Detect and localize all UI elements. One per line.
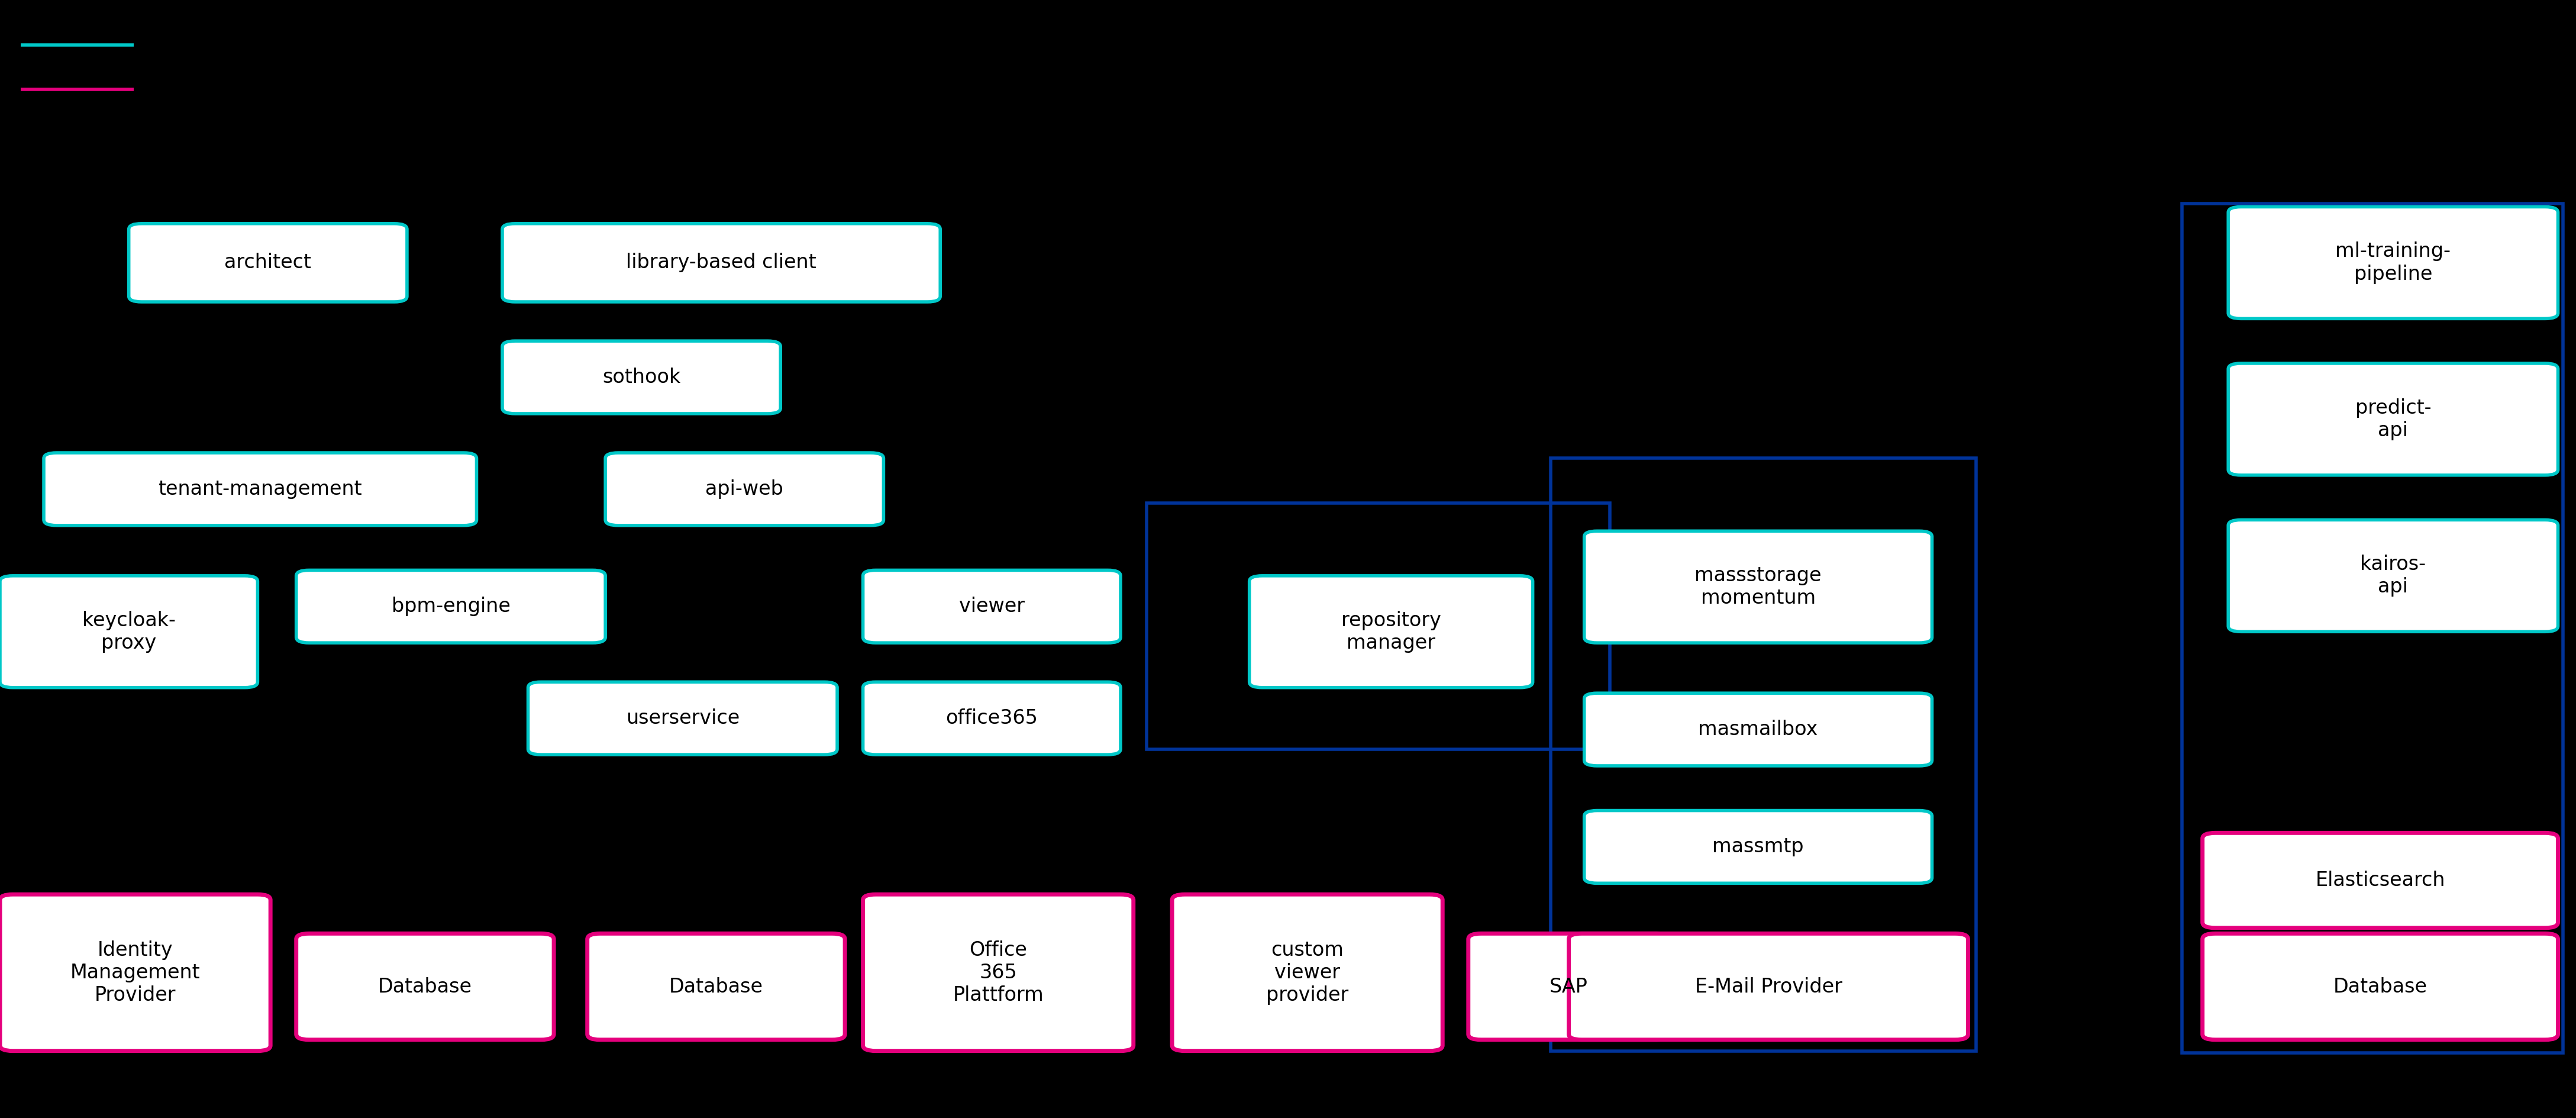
Text: office365: office365 — [945, 709, 1038, 728]
FancyBboxPatch shape — [1172, 894, 1443, 1051]
Text: E-Mail Provider: E-Mail Provider — [1695, 977, 1842, 996]
Text: SAP: SAP — [1551, 977, 1587, 996]
FancyBboxPatch shape — [502, 224, 940, 302]
Text: ml-training-
pipeline: ml-training- pipeline — [2336, 241, 2450, 284]
Text: predict-
api: predict- api — [2354, 398, 2432, 440]
Text: masmailbox: masmailbox — [1698, 720, 1819, 739]
FancyBboxPatch shape — [528, 682, 837, 755]
FancyBboxPatch shape — [502, 341, 781, 414]
Text: Identity
Management
Provider: Identity Management Provider — [70, 940, 201, 1005]
Text: massstorage
momentum: massstorage momentum — [1695, 566, 1821, 608]
FancyBboxPatch shape — [296, 934, 554, 1040]
FancyBboxPatch shape — [296, 570, 605, 643]
FancyBboxPatch shape — [605, 453, 884, 525]
FancyBboxPatch shape — [2202, 934, 2558, 1040]
Text: viewer: viewer — [958, 597, 1025, 616]
Text: Database: Database — [379, 977, 471, 996]
FancyBboxPatch shape — [1584, 811, 1932, 883]
FancyBboxPatch shape — [863, 682, 1121, 755]
Text: bpm-engine: bpm-engine — [392, 597, 510, 616]
FancyBboxPatch shape — [1468, 934, 1669, 1040]
FancyBboxPatch shape — [587, 934, 845, 1040]
Text: keycloak-
proxy: keycloak- proxy — [82, 610, 175, 653]
Text: massmtp: massmtp — [1713, 837, 1803, 856]
Text: Database: Database — [670, 977, 762, 996]
Text: repository
manager: repository manager — [1342, 610, 1440, 653]
FancyBboxPatch shape — [1569, 934, 1968, 1040]
Text: tenant-management: tenant-management — [157, 480, 363, 499]
FancyBboxPatch shape — [2228, 207, 2558, 319]
FancyBboxPatch shape — [1584, 693, 1932, 766]
Text: sothook: sothook — [603, 368, 680, 387]
FancyBboxPatch shape — [863, 570, 1121, 643]
Text: library-based client: library-based client — [626, 253, 817, 273]
Text: Database: Database — [2334, 977, 2427, 996]
FancyBboxPatch shape — [2228, 520, 2558, 632]
Text: userservice: userservice — [626, 709, 739, 728]
FancyBboxPatch shape — [0, 576, 258, 688]
Text: Office
365
Plattform: Office 365 Plattform — [953, 940, 1043, 1005]
FancyBboxPatch shape — [1584, 531, 1932, 643]
FancyBboxPatch shape — [44, 453, 477, 525]
Text: kairos-
api: kairos- api — [2360, 555, 2427, 597]
FancyBboxPatch shape — [2202, 833, 2558, 928]
FancyBboxPatch shape — [1249, 576, 1533, 688]
FancyBboxPatch shape — [0, 894, 270, 1051]
Text: Elasticsearch: Elasticsearch — [2316, 871, 2445, 890]
Text: custom
viewer
provider: custom viewer provider — [1267, 940, 1347, 1005]
Text: api-web: api-web — [706, 480, 783, 499]
FancyBboxPatch shape — [863, 894, 1133, 1051]
Text: architect: architect — [224, 253, 312, 273]
FancyBboxPatch shape — [2228, 363, 2558, 475]
FancyBboxPatch shape — [129, 224, 407, 302]
